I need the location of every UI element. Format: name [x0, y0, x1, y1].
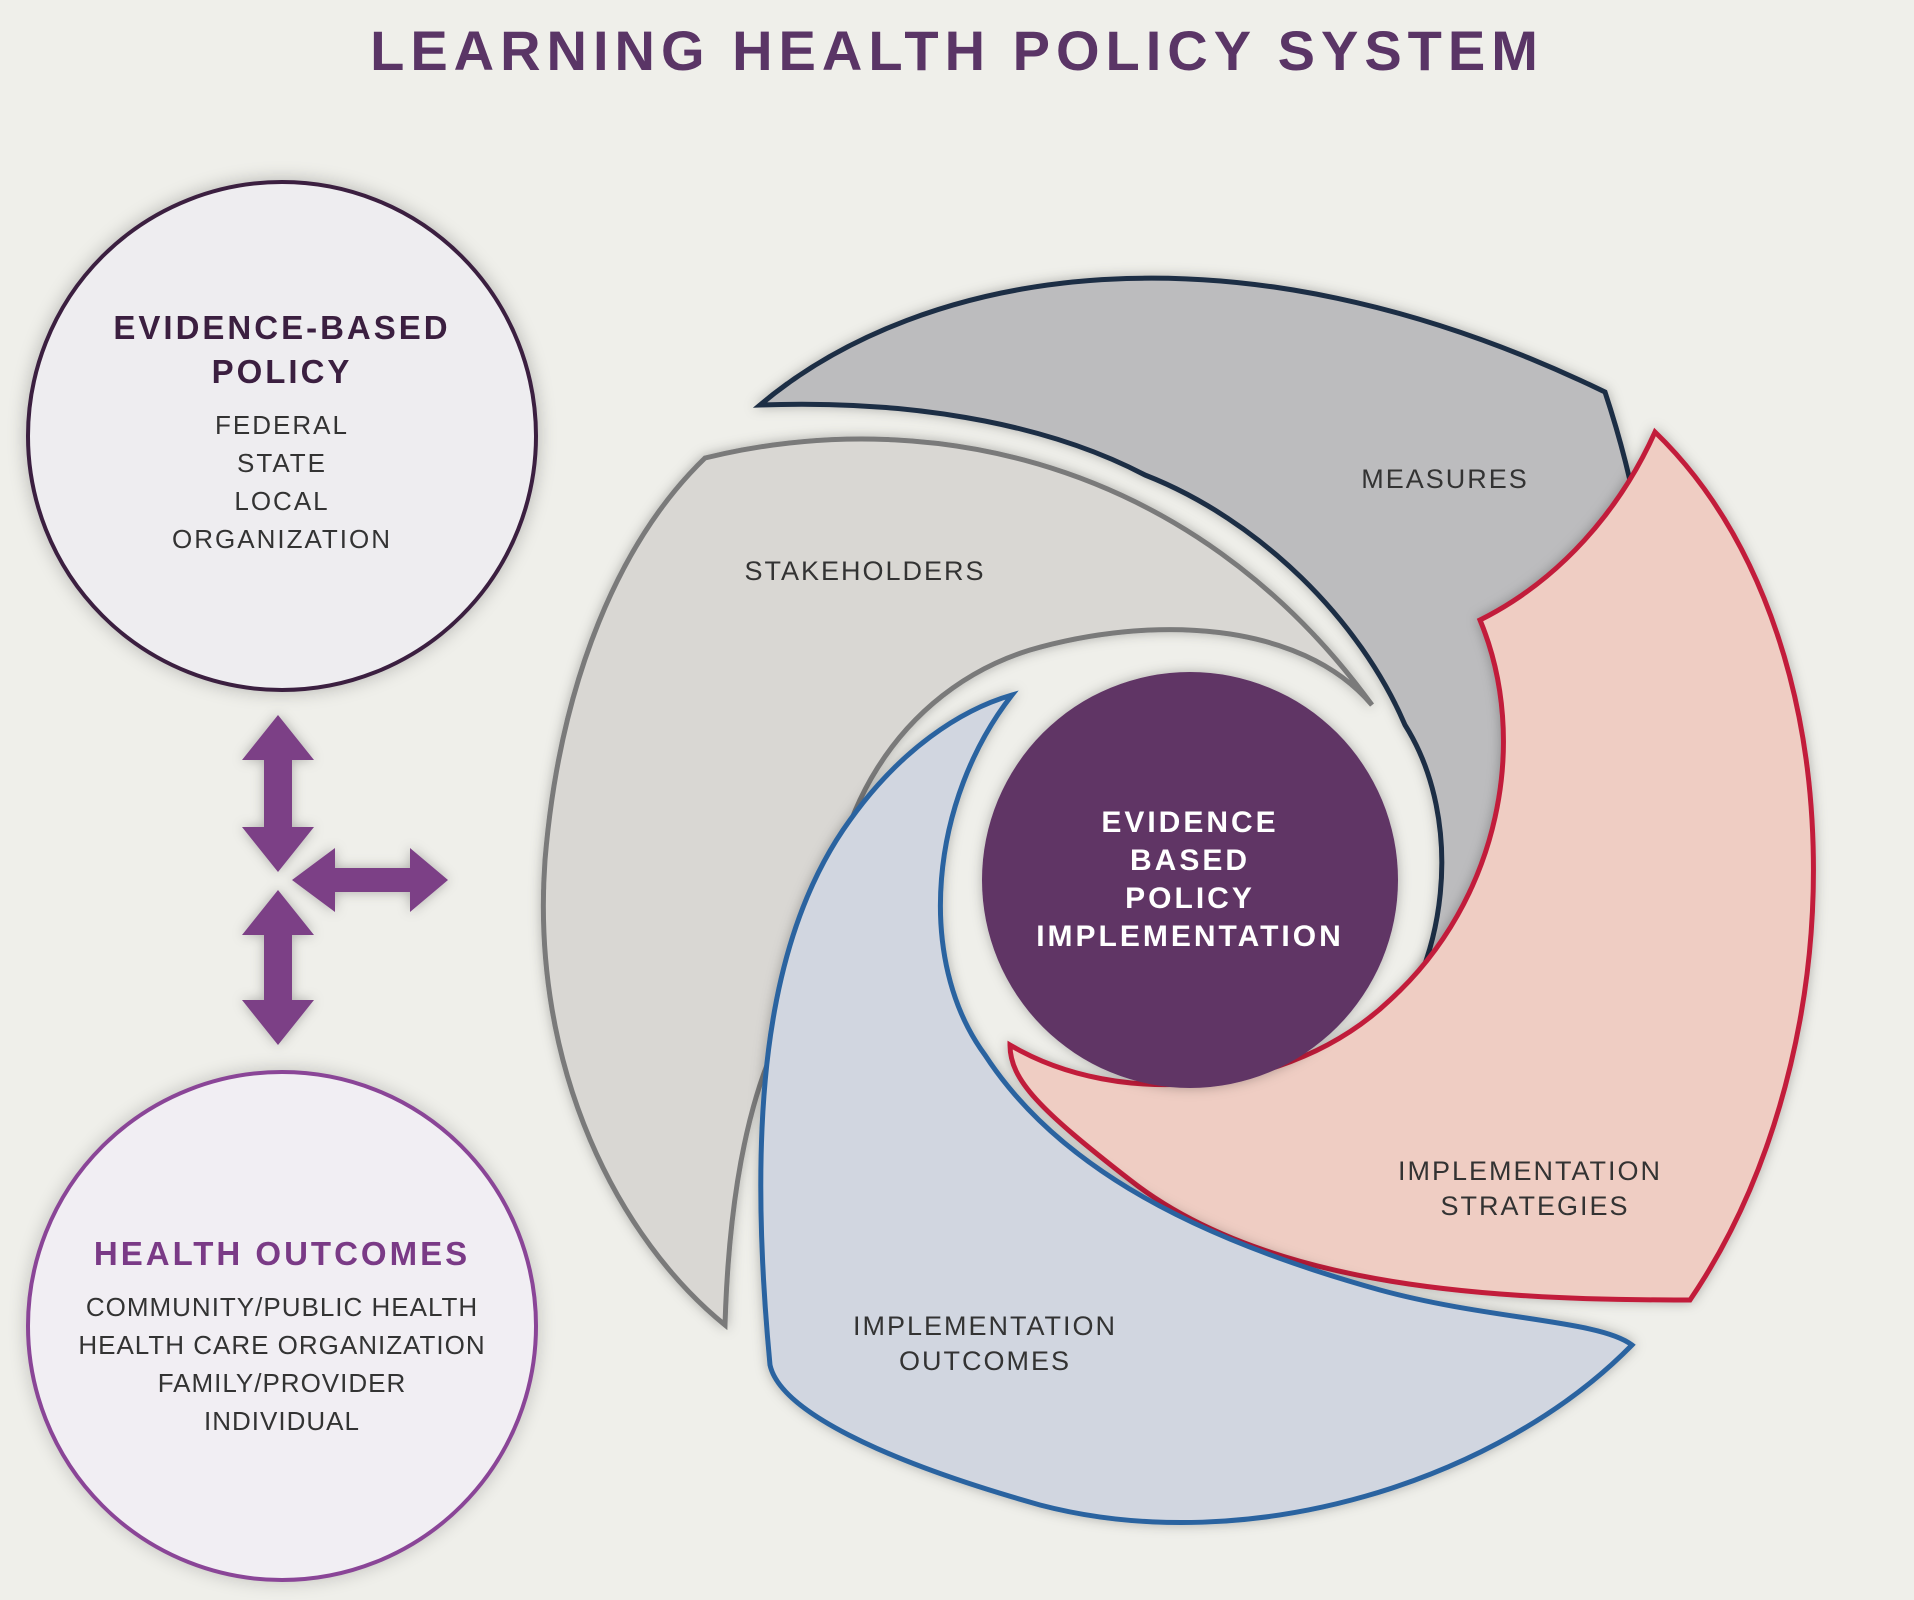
center-label-line: POLICY — [1125, 882, 1255, 915]
policy-level: LOCAL — [234, 486, 330, 516]
segment-label-stakeholders: STAKEHOLDERS — [744, 556, 985, 586]
segment-label-outcomes: IMPLEMENTATION — [853, 1311, 1117, 1341]
arrow-down-icon — [242, 812, 314, 872]
page-title: LEARNING HEALTH POLICY SYSTEM — [370, 19, 1544, 82]
segment-label-strategies: IMPLEMENTATION — [1398, 1156, 1662, 1186]
center-label-line: BASED — [1130, 844, 1250, 877]
arrow-left-icon — [292, 848, 372, 912]
outcome-level: INDIVIDUAL — [204, 1406, 360, 1436]
outcome-level: FAMILY/PROVIDER — [157, 1368, 407, 1398]
arrow-up-icon — [242, 890, 314, 985]
segment-label-outcomes: OUTCOMES — [899, 1346, 1071, 1376]
outcomes-heading: HEALTH OUTCOMES — [93, 1235, 471, 1272]
arrow-down-icon — [242, 985, 314, 1045]
arrow-up-icon — [242, 715, 314, 812]
policy-levels: FEDERAL STATE LOCAL ORGANIZATION — [30, 406, 534, 558]
policy-heading-line-2: POLICY — [211, 353, 353, 390]
segment-label-strategies: STRATEGIES — [1440, 1191, 1629, 1221]
outcome-levels: COMMUNITY/PUBLIC HEALTH HEALTH CARE ORGA… — [30, 1288, 534, 1440]
center-circle — [982, 672, 1398, 1088]
policy-heading-line-1: EVIDENCE-BASED — [113, 309, 451, 346]
center-label-line: IMPLEMENTATION — [1036, 920, 1344, 953]
policy-level: FEDERAL — [215, 410, 349, 440]
policy-level: ORGANIZATION — [172, 524, 392, 554]
outcome-level: HEALTH CARE ORGANIZATION — [78, 1330, 486, 1360]
policy-level: STATE — [237, 448, 327, 478]
arrow-right-icon — [372, 848, 448, 912]
outcome-level: COMMUNITY/PUBLIC HEALTH — [85, 1292, 479, 1322]
health-outcomes-circle: HEALTH OUTCOMES COMMUNITY/PUBLIC HEALTH … — [26, 1070, 538, 1582]
center-label-line: EVIDENCE — [1101, 806, 1278, 839]
segment-implementation-outcomes — [758, 690, 1636, 1525]
three-way-arrow-icon — [242, 715, 448, 1045]
segment-label-measures: MEASURES — [1361, 464, 1529, 494]
policy-heading: EVIDENCE-BASED POLICY — [30, 306, 534, 394]
evidence-based-policy-circle: EVIDENCE-BASED POLICY FEDERAL STATE LOCA… — [26, 180, 538, 692]
